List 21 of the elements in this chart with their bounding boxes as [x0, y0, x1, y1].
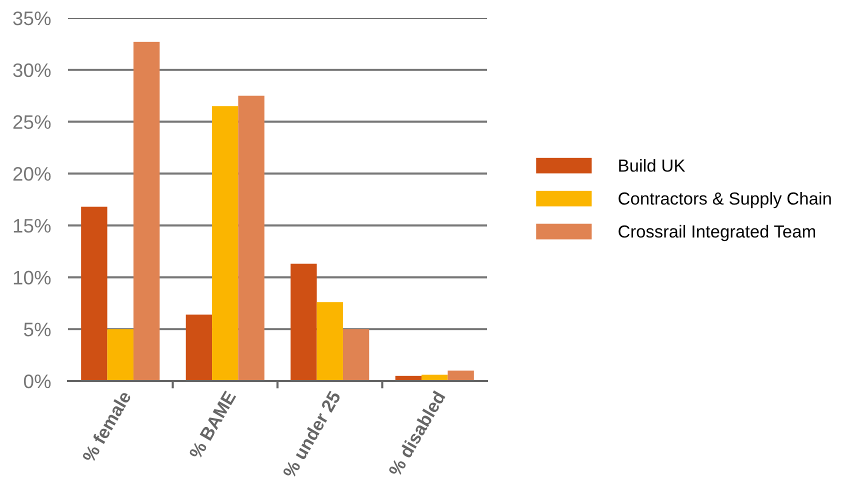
bar [448, 370, 474, 381]
bar [81, 206, 108, 381]
bar [290, 264, 317, 381]
legend-label: Contractors & Supply Chain [618, 192, 831, 208]
bar [212, 106, 238, 381]
y-tick-label: 25% [13, 115, 51, 129]
legend-label: Crossrail Integrated Team [618, 224, 816, 242]
y-tick-label: 20% [13, 167, 51, 181]
y-tick-label: 15% [14, 218, 51, 233]
bar [107, 329, 134, 381]
legend-label: Build UK [619, 159, 686, 172]
bar [316, 302, 343, 381]
bar [186, 314, 212, 381]
y-tick-label: 0% [24, 374, 51, 388]
bar [133, 42, 160, 381]
y-tick-label: 10% [14, 270, 51, 285]
y-tick-label: 5% [24, 322, 51, 336]
bar [238, 96, 264, 381]
bar [342, 329, 370, 381]
y-tick-label: 30% [13, 63, 51, 78]
y-tick-label: 35% [13, 11, 51, 26]
